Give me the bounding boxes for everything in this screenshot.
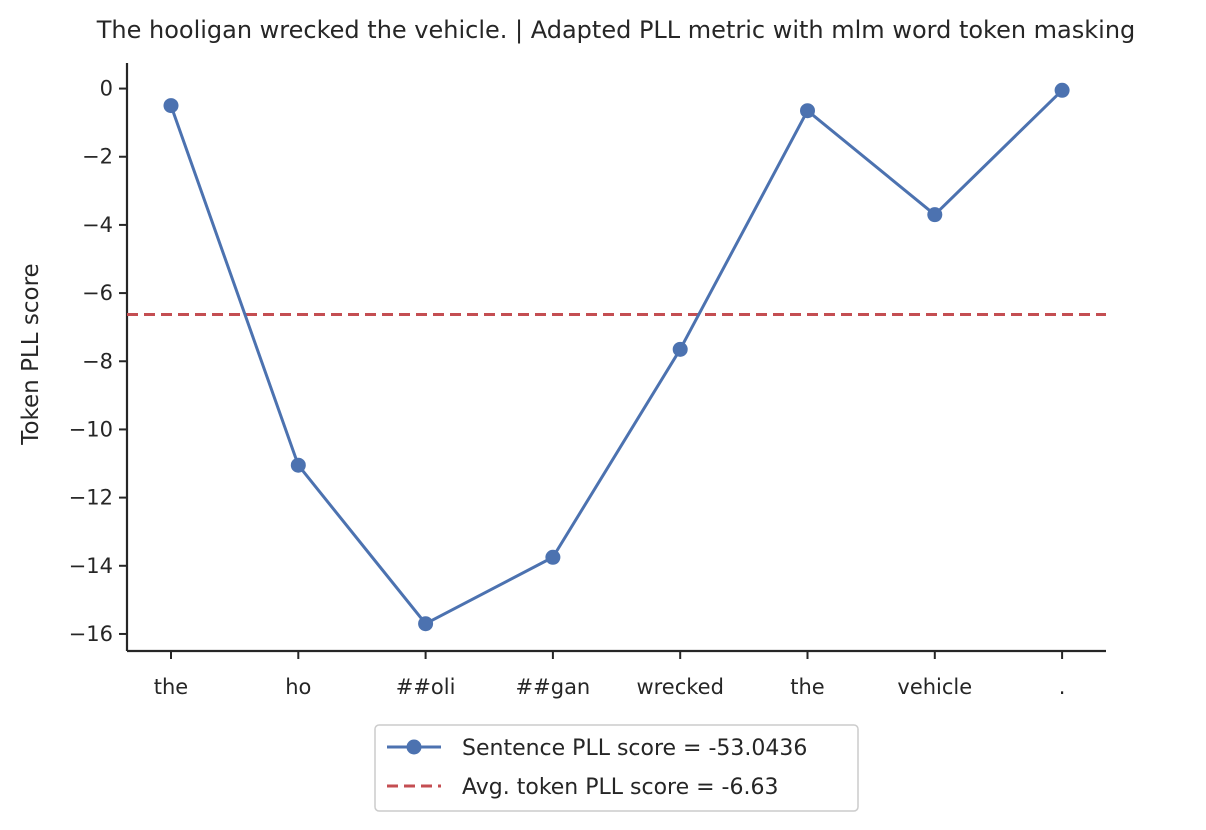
y-tick-label: −8 [82, 349, 113, 373]
y-axis-title: Token PLL score [18, 263, 44, 445]
y-tick-label: −16 [69, 622, 113, 646]
x-tick-label: ##oli [396, 675, 456, 699]
data-point [672, 341, 688, 357]
y-tick-label: 0 [100, 77, 113, 101]
y-tick-label: −6 [82, 281, 113, 305]
data-point [163, 98, 179, 114]
data-point [545, 549, 561, 565]
legend-frame [374, 724, 859, 812]
x-tick-label: ##gan [516, 675, 591, 699]
data-point [1054, 82, 1070, 98]
y-tick-label: −14 [69, 554, 113, 578]
x-tick-label: . [1059, 675, 1066, 699]
data-point [418, 616, 434, 632]
y-tick-label: −12 [69, 486, 113, 510]
y-tick-label: −10 [69, 417, 113, 441]
x-tick-label: ho [285, 675, 311, 699]
series-line [169, 89, 1064, 626]
legend-series-label: Sentence PLL score = -53.0436 [462, 736, 807, 761]
data-point [927, 207, 943, 223]
plot-area: 0 −2 −4 −6 −8 −10 −12 −14 −16 the ho ##oli ##gan wrec… [69, 63, 1106, 699]
x-tick-label: wrecked [636, 675, 723, 699]
legend-series-marker [406, 739, 422, 755]
legend-average-label: Avg. token PLL score = -6.63 [462, 775, 778, 800]
chart-title: The hooligan wrecked the vehicle. | Adap… [96, 16, 1136, 44]
data-point [290, 457, 306, 473]
legend: Sentence PLL score = -53.0436 Avg. token… [374, 724, 859, 812]
x-tick-label: the [790, 675, 824, 699]
x-tick-label: the [154, 675, 188, 699]
y-tick-label: −4 [82, 213, 113, 237]
data-point [800, 103, 815, 119]
y-tick-label: −2 [82, 145, 113, 169]
x-tick-label: vehicle [897, 675, 972, 699]
